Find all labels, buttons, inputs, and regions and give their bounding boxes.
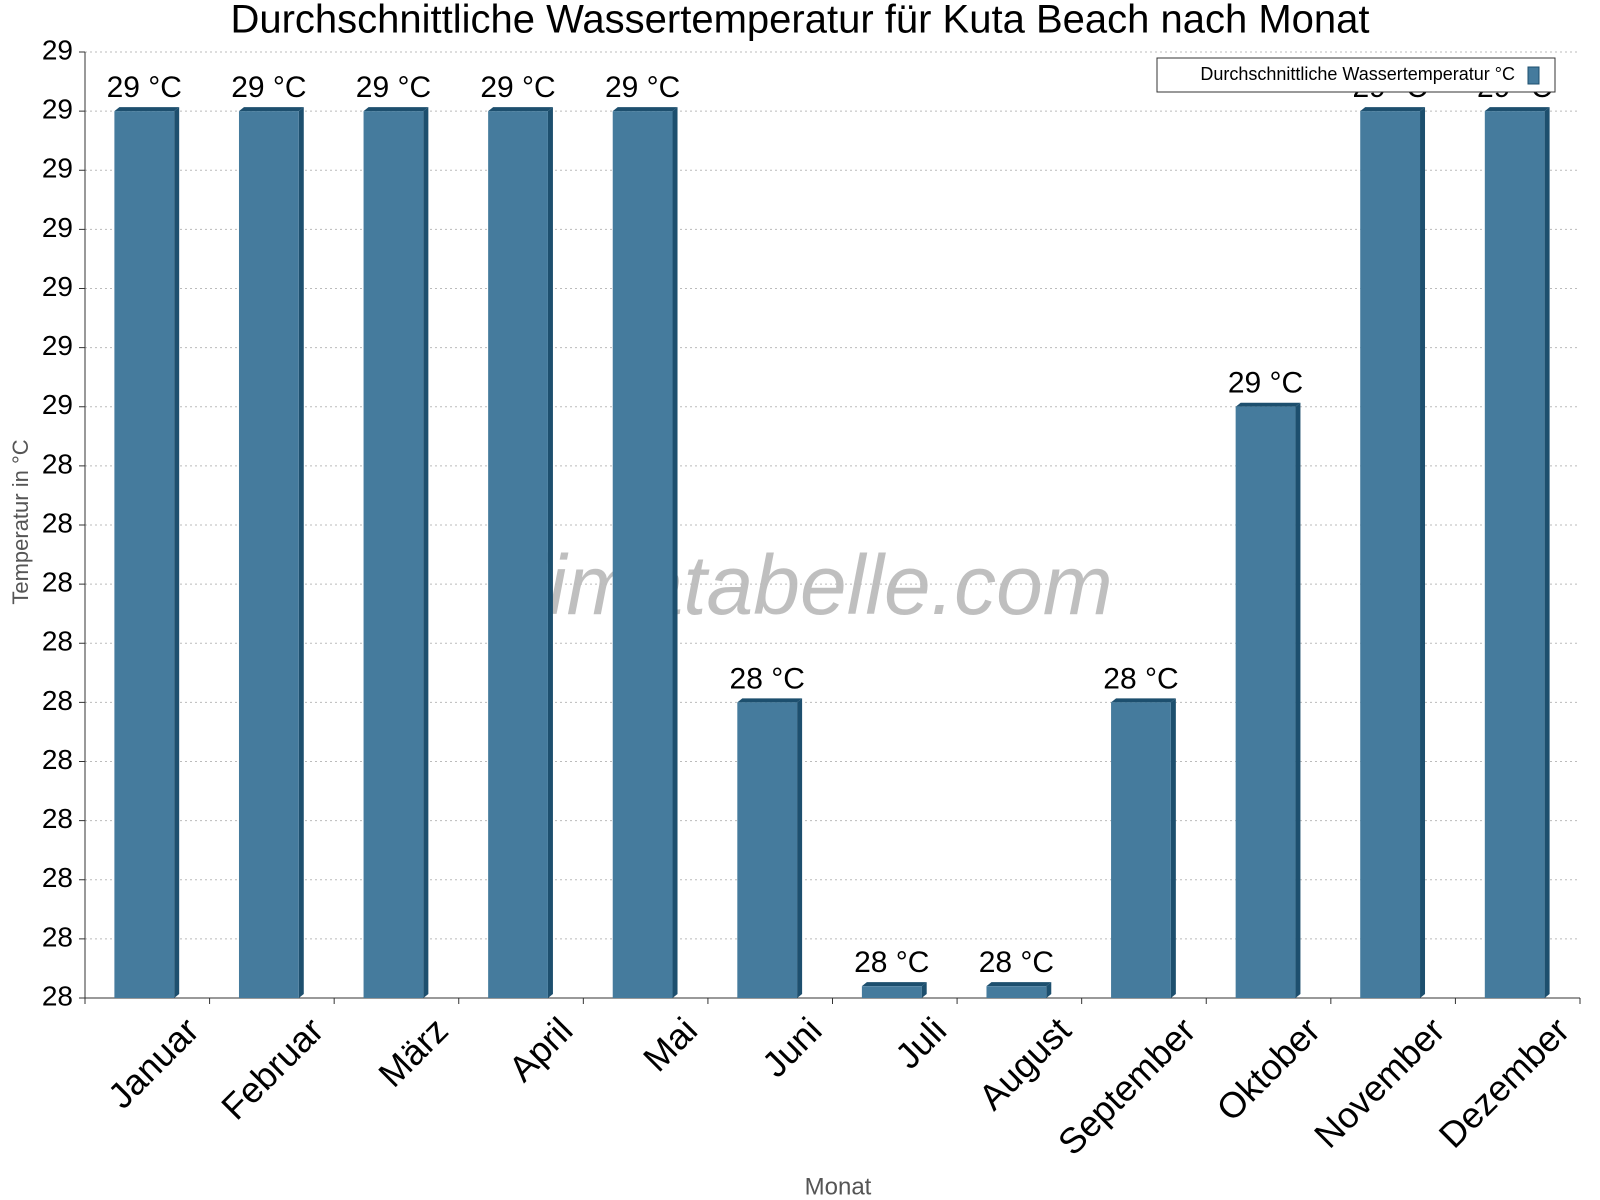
y-tick-label: 28 [42,448,73,479]
y-tick-label: 29 [42,212,73,243]
chart-title: Durchschnittliche Wassertemperatur für K… [230,0,1369,42]
bar-side [547,107,553,998]
y-tick-label: 28 [42,862,73,893]
data-label: 28 °C [730,662,805,695]
bar-side [1295,402,1301,998]
bar-top [114,107,180,112]
data-label: 28 °C [1103,662,1178,695]
y-tick-label: 29 [42,389,73,420]
y-tick-label: 28 [42,980,73,1011]
bar-side [298,107,304,998]
bar-side [1420,107,1426,998]
bar [1484,111,1545,998]
bar-top [363,107,429,112]
y-tick-label: 29 [42,94,73,125]
data-label: 29 °C [356,71,431,104]
bar [1235,406,1296,998]
bar-top [612,107,678,112]
bar-side [797,698,803,998]
data-label: 29 °C [605,71,680,104]
bar [488,111,548,998]
x-tick-label: Mai [635,1009,705,1079]
bar-top [986,982,1052,987]
bar [114,111,175,998]
x-tick-label: März [370,1009,456,1095]
bar [986,986,1047,998]
bar-side [1046,982,1052,998]
bar-top [737,698,803,703]
bar [1111,702,1171,998]
x-tick-label: Februar [213,1009,331,1127]
bar-top [861,982,927,987]
x-tick-label: April [501,1009,581,1089]
y-tick-label: 29 [42,153,73,184]
bar-top [488,107,553,112]
bar-side [672,107,678,998]
data-label: 29 °C [1228,367,1303,400]
y-tick-label: 29 [42,330,73,361]
bar-side [1170,698,1176,998]
y-tick-label: 28 [42,507,73,538]
bar [238,111,299,998]
y-axis-title: Temperatur in °C [8,439,33,604]
y-tick-label: 28 [42,626,73,657]
x-tick-label: September [1050,1009,1204,1163]
x-tick-label: November [1306,1009,1452,1155]
bar-side [423,107,429,998]
x-tick-label: Dezember [1431,1009,1577,1155]
bar-top [1235,402,1301,407]
y-tick-label: 28 [42,921,73,952]
x-axis-title: Monat [805,1173,872,1200]
x-tick-label: Oktober [1208,1009,1328,1129]
y-tick-label: 28 [42,803,73,834]
y-tick-label: 28 [42,567,73,598]
bar-top [1111,698,1176,703]
legend-box [1156,57,1556,93]
x-tick-label: Januar [100,1009,207,1116]
bar-side [174,107,180,998]
x-tick-label: Juli [887,1009,954,1076]
y-tick-label: 28 [42,744,73,775]
x-tick-label: Juni [754,1009,830,1085]
bar [737,702,798,998]
bar [861,986,922,998]
bar-side [1544,107,1550,998]
legend-label: Durchschnittliche Wassertemperatur °C [1200,64,1515,84]
x-tick-label: August [971,1009,1079,1117]
data-label: 29 °C [231,71,306,104]
watermark: klimatabelle.com [487,538,1113,632]
bar [612,111,673,998]
bar [1360,111,1421,998]
bar [363,111,424,998]
y-tick-label: 28 [42,685,73,716]
bar-top [1360,107,1426,112]
data-label: 28 °C [854,946,929,979]
bar-top [238,107,304,112]
legend-swatch [1527,66,1540,85]
y-tick-label: 29 [42,271,73,302]
data-label: 29 °C [480,71,555,104]
data-label: 29 °C [107,71,182,104]
bar-side [921,982,927,998]
bar-top [1484,107,1550,112]
data-label: 28 °C [979,946,1054,979]
y-tick-label: 29 [42,34,73,65]
